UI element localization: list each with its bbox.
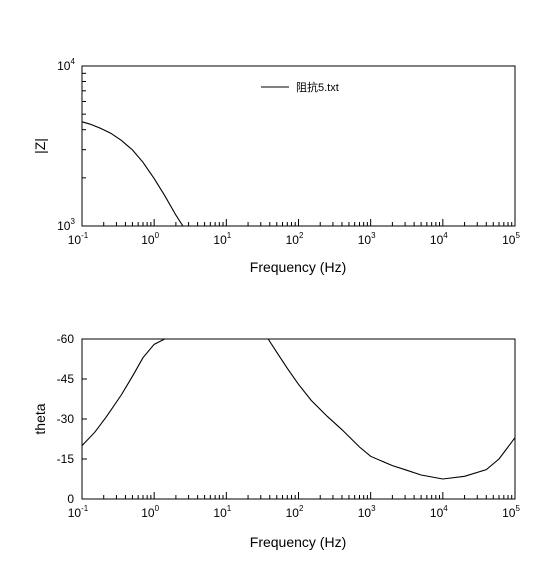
magnitude-y-tick-labels: 103 104 [57, 57, 75, 233]
magnitude-x-tick-label: 10-1 [68, 231, 89, 247]
magnitude-x-ticks [81, 219, 516, 226]
magnitude-x-tick-label: 101 [213, 231, 231, 247]
legend-label: 阻抗5.txt [296, 80, 339, 94]
phase-y-tick-label: -30 [57, 412, 75, 426]
phase-x-axis-label: Frequency (Hz) [250, 534, 346, 550]
phase-x-tick-label: 10-1 [68, 504, 89, 520]
phase-y-tick-labels: -60 -45 -30 -15 0 [57, 332, 75, 506]
phase-y-tick-label: 0 [67, 492, 74, 506]
phase-y-ticks [82, 338, 87, 500]
legend: 阻抗5.txt [261, 80, 339, 94]
magnitude-y-ticks [82, 65, 89, 227]
magnitude-x-tick-labels: 10-1 100 101 102 103 104 105 [68, 231, 521, 247]
phase-y-axis-label: theta [32, 403, 48, 434]
magnitude-x-tick-label: 102 [286, 231, 304, 247]
magnitude-x-tick-label: 105 [502, 231, 520, 247]
magnitude-y-axis-label: |Z| [32, 138, 48, 154]
phase-series-line [81, 338, 516, 480]
magnitude-chart: 10-1 100 101 102 103 104 105 103 104 Frequency … [32, 57, 520, 275]
phase-x-tick-label: 104 [430, 504, 448, 520]
phase-x-ticks [81, 492, 516, 499]
phase-chart: 10-1 100 101 102 103 104 105 -60 -45 -30 -15 0 Fre… [32, 332, 520, 550]
phase-x-tick-label: 103 [358, 504, 376, 520]
magnitude-x-tick-label: 103 [358, 231, 376, 247]
phase-x-tick-label: 100 [141, 504, 159, 520]
phase-x-tick-labels: 10-1 100 101 102 103 104 105 [68, 504, 521, 520]
phase-y-tick-label: -60 [57, 332, 75, 346]
phase-y-tick-label: -15 [57, 452, 75, 466]
magnitude-y-tick-label: 103 [57, 217, 75, 233]
magnitude-x-tick-label: 104 [430, 231, 448, 247]
magnitude-series-line [81, 121, 184, 227]
magnitude-x-axis-label: Frequency (Hz) [250, 259, 346, 275]
magnitude-y-tick-label: 104 [57, 57, 75, 73]
phase-x-tick-label: 102 [286, 504, 304, 520]
phase-x-tick-label: 105 [502, 504, 520, 520]
phase-y-tick-label: -45 [57, 372, 75, 386]
phase-plot-frame [81, 338, 516, 500]
phase-x-tick-label: 101 [213, 504, 231, 520]
magnitude-x-tick-label: 100 [141, 231, 159, 247]
